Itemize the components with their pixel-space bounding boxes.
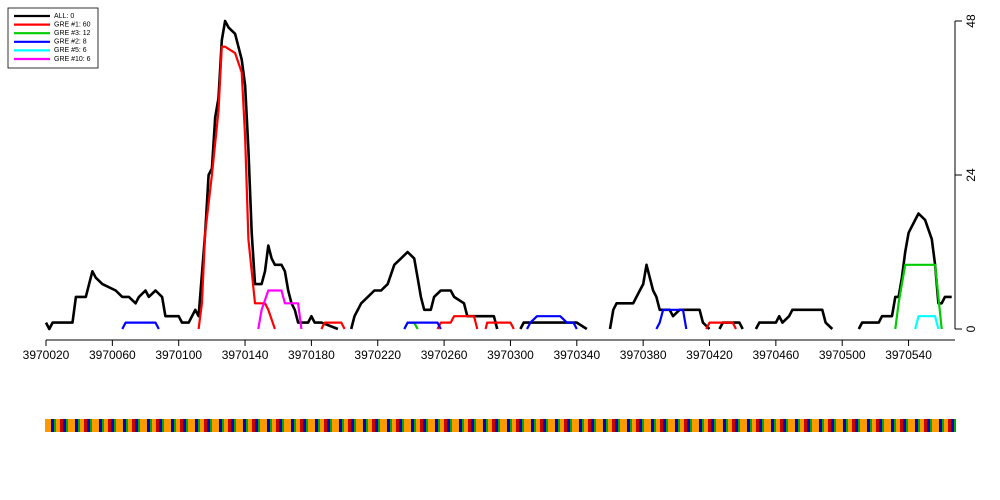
legend-label: ALL: 0 [54,13,74,20]
x-tick-label: 3970220 [354,348,401,362]
x-tick-label: 3970380 [620,348,667,362]
legend-label: GRE #3: 12 [54,30,91,37]
y-tick-label: 48 [964,14,978,28]
x-tick-label: 3970180 [288,348,335,362]
sequence-strip [45,419,956,432]
series-line [197,45,737,330]
x-tick-label: 3970100 [155,348,202,362]
legend-label: GRE #10: 6 [54,56,91,63]
series-line [121,308,688,330]
series-line [403,263,943,330]
x-tick-label: 3970540 [885,348,932,362]
x-tick-label: 3970060 [89,348,136,362]
y-tick-label: 24 [964,168,978,182]
legend-label: GRE #2: 8 [54,39,87,46]
x-tick-label: 3970020 [23,348,70,362]
series-line [44,19,952,331]
series-line [914,315,940,330]
x-tick-label: 3970260 [421,348,468,362]
x-tick-label: 3970300 [487,348,534,362]
x-tick-label: 3970460 [752,348,799,362]
x-tick-label: 3970140 [222,348,269,362]
x-tick-label: 3970500 [819,348,866,362]
legend-label: GRE #1: 60 [54,21,91,28]
y-tick-label: 0 [964,325,978,332]
x-tick-label: 3970340 [553,348,600,362]
x-tick-label: 3970420 [686,348,733,362]
series-line [257,289,303,330]
legend-label: GRE #5: 6 [54,47,87,54]
